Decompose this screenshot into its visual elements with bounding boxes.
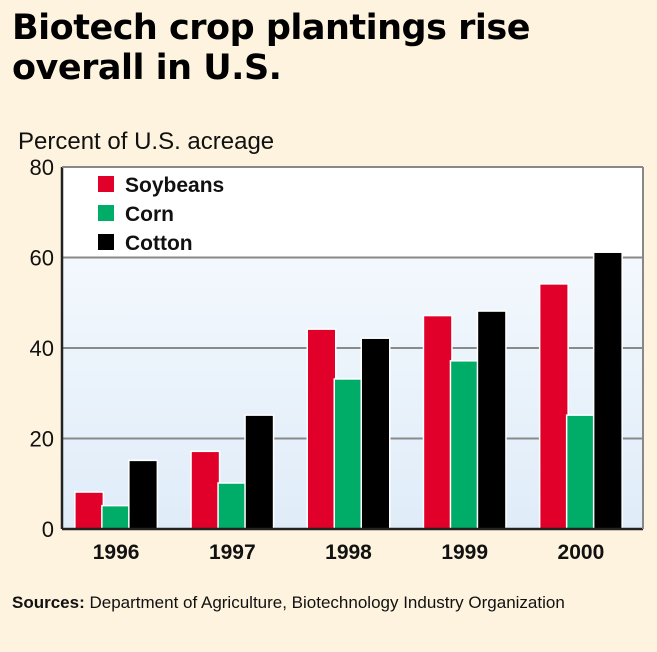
y-tick-label: 60 [30, 246, 54, 271]
bar-soybeans-1997 [191, 452, 219, 529]
source-note: Sources: Department of Agriculture, Biot… [12, 593, 652, 613]
bar-cotton-2000 [594, 252, 622, 529]
legend-swatch-corn [98, 205, 114, 221]
bar-soybeans-2000 [540, 284, 568, 529]
x-tick-label: 1998 [325, 541, 372, 564]
bar-corn-1997 [218, 483, 246, 529]
bar-corn-1996 [102, 506, 130, 529]
x-tick-label: 2000 [558, 541, 605, 564]
bar-cotton-1997 [245, 415, 273, 529]
x-tick-label: 1999 [441, 541, 488, 564]
bar-corn-1999 [451, 361, 479, 529]
bar-soybeans-1996 [75, 492, 103, 529]
bar-corn-2000 [567, 415, 595, 529]
legend-label-corn: Corn [125, 203, 174, 226]
bar-corn-1998 [335, 379, 362, 529]
bar-soybeans-1998 [308, 329, 335, 529]
bars [74, 251, 623, 529]
y-tick-label: 40 [30, 336, 54, 361]
source-text: Department of Agriculture, Biotechnology… [84, 593, 565, 612]
y-tick-labels: 0 20 40 60 80 [30, 155, 54, 542]
y-tick-label: 20 [30, 427, 54, 452]
x-tick-label: 1996 [93, 541, 140, 564]
bar-cotton-1998 [362, 338, 389, 529]
y-tick-label: 80 [30, 155, 54, 180]
legend-label-cotton: Cotton [125, 232, 193, 255]
legend-band [62, 167, 643, 258]
y-axis-label: Percent of U.S. acreage [18, 128, 275, 155]
legend-label-soybeans: Soybeans [125, 174, 224, 197]
axes [60, 166, 644, 531]
x-tick-label: 1997 [209, 541, 256, 564]
x-tick-labels: 1996 1997 1998 1999 2000 [93, 541, 605, 564]
legend: Soybeans Corn Cotton [98, 174, 224, 255]
legend-swatch-cotton [98, 234, 114, 250]
y-tick-label: 0 [42, 517, 54, 542]
chart-title: Biotech crop plantings rise overall in U… [12, 8, 530, 88]
bar-soybeans-1999 [424, 316, 452, 529]
source-label: Sources: [12, 593, 85, 612]
bar-cotton-1999 [478, 311, 506, 529]
bar-cotton-1996 [129, 461, 157, 529]
legend-swatch-soybeans [98, 176, 114, 192]
